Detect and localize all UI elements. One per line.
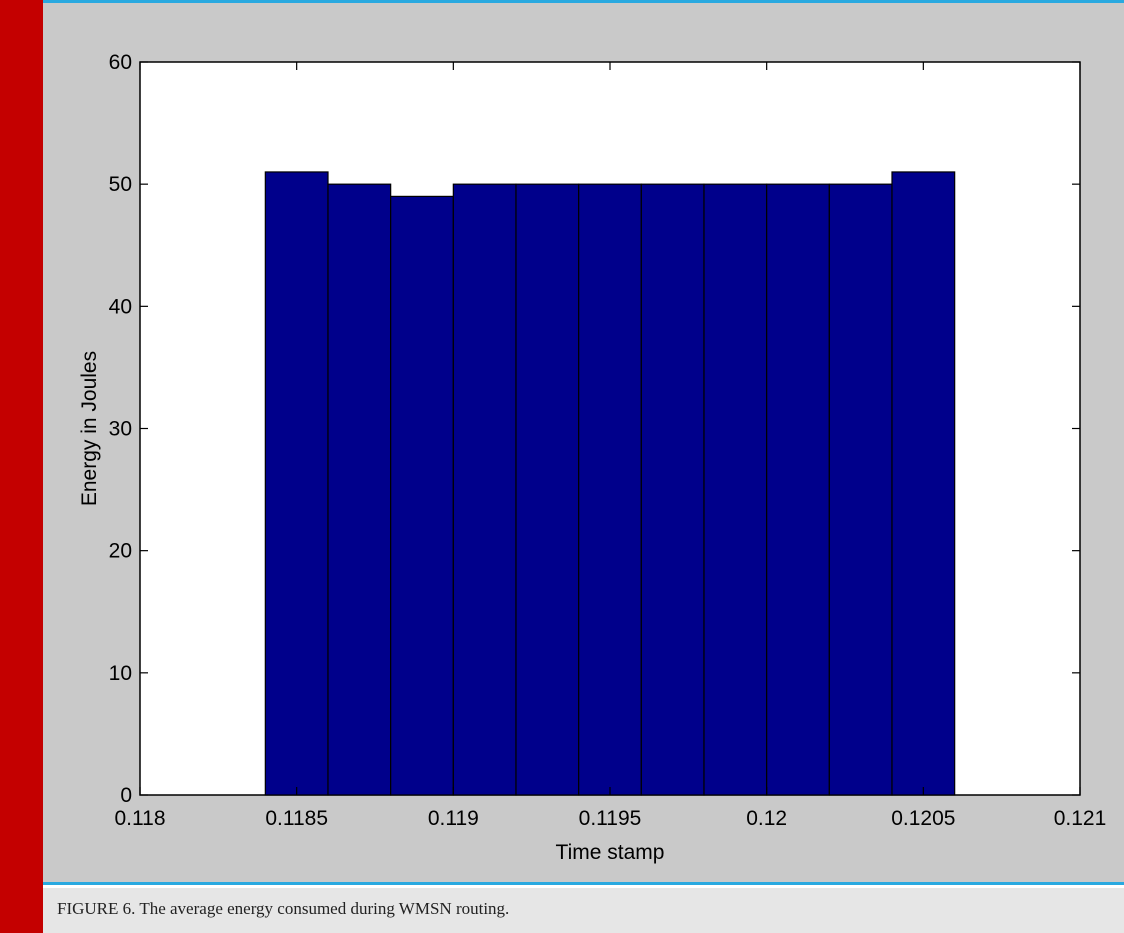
histogram-bar xyxy=(390,195,454,796)
histogram-bar xyxy=(264,171,329,796)
y-tick-label: 50 xyxy=(109,173,132,196)
bars-group xyxy=(264,171,956,796)
left-accent-bar xyxy=(0,0,43,933)
histogram-chart: 0.118 0.1185 0.119 0.1195 0.12 0.1205 0.121 0 10… xyxy=(78,51,1107,864)
y-tick-label: 0 xyxy=(120,784,132,807)
x-tick-label: 0.1185 xyxy=(265,807,328,830)
y-tick-label: 60 xyxy=(109,51,132,74)
x-tick-label: 0.1195 xyxy=(579,807,642,830)
histogram-bar xyxy=(703,183,768,796)
histogram-bar xyxy=(327,183,392,796)
tick-labels-group: 0.118 0.1185 0.119 0.1195 0.12 0.1205 0.121 0 10… xyxy=(109,51,1107,830)
y-axis-label: Energy in Joules xyxy=(78,351,101,506)
y-tick-label: 30 xyxy=(109,418,132,441)
histogram-bar xyxy=(828,183,893,796)
ticks-group xyxy=(139,61,1081,796)
x-tick-label: 0.118 xyxy=(115,807,166,830)
figure-caption: FIGURE 6. The average energy consumed du… xyxy=(43,888,1124,933)
y-tick-label: 10 xyxy=(109,662,132,685)
x-tick-label: 0.12 xyxy=(746,807,787,830)
histogram-bar xyxy=(766,183,830,796)
y-tick-label: 40 xyxy=(109,295,132,318)
histogram-bar xyxy=(578,183,642,796)
x-tick-label: 0.1205 xyxy=(891,807,955,830)
x-tick-label: 0.119 xyxy=(428,807,479,830)
y-tick-label: 20 xyxy=(109,540,132,563)
x-tick-label: 0.121 xyxy=(1054,807,1107,830)
x-axis-label: Time stamp xyxy=(556,841,665,864)
histogram-bar xyxy=(640,183,705,796)
histogram-bar xyxy=(452,183,517,796)
histogram-bar xyxy=(891,171,956,796)
histogram-bar xyxy=(515,183,580,796)
